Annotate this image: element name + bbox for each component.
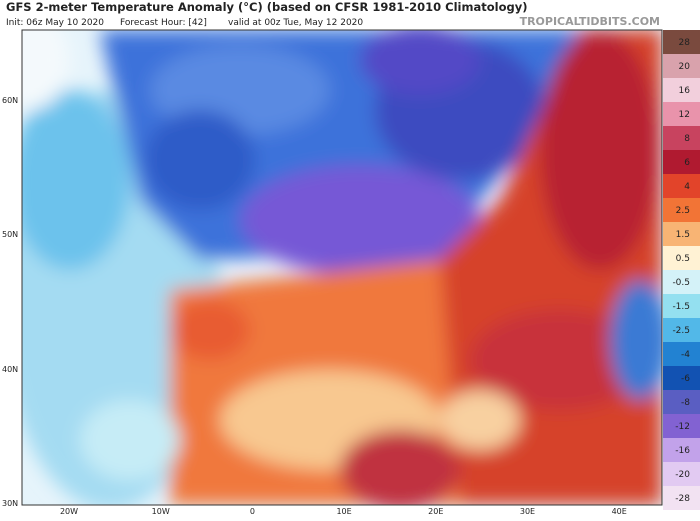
colorbar-swatch: [663, 294, 700, 318]
axis-labels: 60N 50N 40N 30N 20W 10W 0 10E 20E 30E 40E: [2, 96, 627, 516]
colorbar-label: -1.5: [672, 302, 690, 312]
colorbar-swatch: [663, 486, 700, 510]
colorbar-label: 20: [679, 62, 691, 72]
init-time: Init: 06z May 10 2020: [6, 18, 104, 28]
colorbar-label: 16: [679, 86, 691, 96]
colorbar-swatch: [663, 174, 700, 198]
latitude-label: 30N: [2, 499, 18, 508]
colorbar-label: 1.5: [676, 230, 690, 240]
colorbar-swatch: [663, 270, 700, 294]
map-frame: [21, 29, 663, 506]
colorbar-swatch: [663, 366, 700, 390]
colorbar-label: 12: [679, 110, 690, 120]
colorbar-swatch: [663, 318, 700, 342]
longitude-label: 10E: [336, 507, 351, 516]
latitude-label: 50N: [2, 230, 18, 239]
colorbar-label: 28: [679, 38, 691, 48]
colorbar-label: -20: [675, 470, 690, 480]
colorbar-swatch: [663, 222, 700, 246]
colorbar-label: -16: [675, 446, 690, 456]
valid-time: valid at 00z Tue, May 12 2020: [228, 18, 363, 28]
longitude-label: 40E: [612, 507, 627, 516]
colorbar-label: -6: [681, 374, 690, 384]
longitude-label: 20E: [428, 507, 443, 516]
forecast-hour: Forecast Hour: [42]: [120, 18, 207, 28]
colorbar-label: -8: [681, 398, 690, 408]
colorbar-swatch: [663, 150, 700, 174]
colorbar-swatch: [663, 390, 700, 414]
colorbar-swatch: [663, 198, 700, 222]
colorbar-swatch: [663, 102, 700, 126]
colorbar-swatch: [663, 78, 700, 102]
colorbar-label: 0.5: [676, 254, 690, 264]
colorbar-swatch: [663, 54, 700, 78]
colorbar-swatch: [663, 30, 700, 54]
colorbar-swatch: [663, 462, 700, 486]
longitude-label: 30E: [520, 507, 535, 516]
colorbar-label: -2.5: [672, 326, 690, 336]
colorbar-swatch: [663, 342, 700, 366]
site-name: TROPICALTIDBITS.COM: [520, 15, 660, 28]
colorbar-swatch: [663, 438, 700, 462]
longitude-label: 10W: [152, 507, 170, 516]
colorbar-swatch: [663, 246, 700, 270]
colorbar-label: 4: [684, 182, 690, 192]
colorbar-label: -28: [675, 494, 690, 504]
latitude-label: 40N: [2, 365, 18, 374]
colorbar-label: 6: [684, 158, 690, 168]
colorbar: 28 20 16 12 8 6 4 2.5 1.5 0.5 -0.5 -1.5 -2.5 -4 -6 -8 -1…: [663, 30, 700, 510]
colorbar-label: -0.5: [672, 278, 690, 288]
colorbar-label: -12: [675, 422, 690, 432]
colorbar-label: 8: [684, 134, 690, 144]
longitude-label: 20W: [60, 507, 78, 516]
longitude-label: 0: [250, 507, 255, 516]
latitude-label: 60N: [2, 96, 18, 105]
colorbar-swatch: [663, 126, 700, 150]
map-title: GFS 2-meter Temperature Anomaly (°C) (ba…: [6, 0, 527, 14]
colorbar-swatch: [663, 414, 700, 438]
colorbar-label: 2.5: [676, 206, 690, 216]
anomaly-field: [22, 30, 662, 505]
colorbar-label: -4: [681, 350, 690, 360]
